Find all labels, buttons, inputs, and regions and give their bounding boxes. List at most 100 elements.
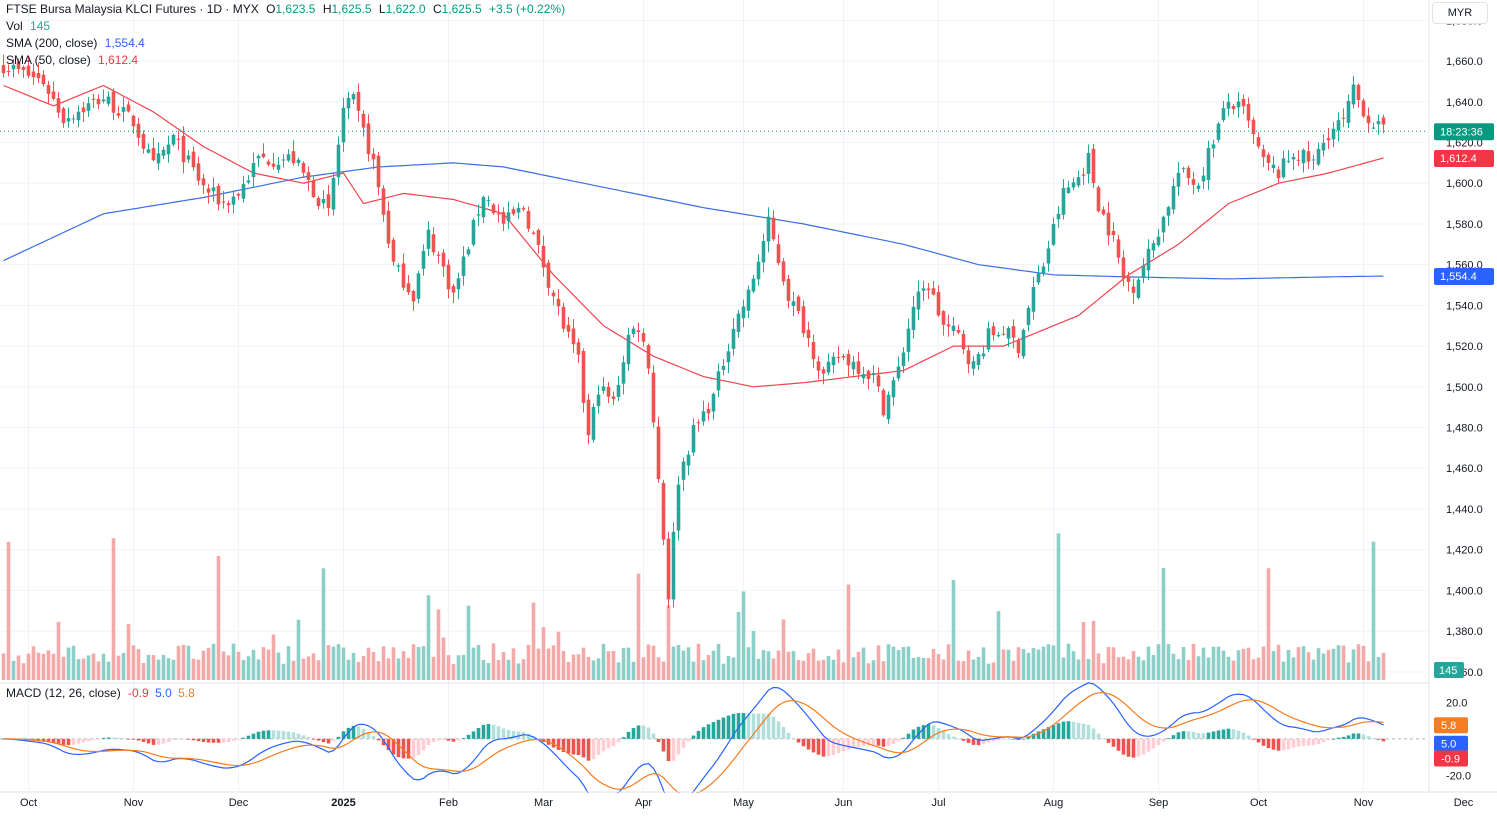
legend-macd-row[interactable]: MACD (12, 26, close) -0.9 5.0 5.8 <box>6 686 198 700</box>
macd-histogram-bar <box>1001 738 1006 740</box>
candle <box>196 156 201 186</box>
low-label: L <box>378 2 386 16</box>
macd-histogram-bar <box>156 738 161 745</box>
candle <box>1146 239 1151 281</box>
macd-histogram-bar <box>1381 738 1386 742</box>
candle-body <box>751 278 756 292</box>
candle <box>66 107 71 128</box>
macd-histogram-bar <box>1101 738 1106 740</box>
candle-body <box>1376 121 1381 125</box>
macd-histogram-bar <box>766 713 771 739</box>
candle-body <box>1206 147 1211 181</box>
candle <box>1166 205 1171 226</box>
candle <box>1211 139 1216 158</box>
price-tick-label: 1,580.0 <box>1446 219 1483 231</box>
symbol-title[interactable]: FTSE Bursa Malaysia KLCI Futures · 1D · … <box>6 2 259 16</box>
volume-bar <box>366 647 371 680</box>
candle <box>1351 75 1356 109</box>
candle-body <box>1256 137 1261 147</box>
candle-body <box>601 386 606 391</box>
candle <box>521 205 526 212</box>
candle-body <box>1341 117 1346 119</box>
volume-bar <box>546 648 551 680</box>
candle-body <box>586 399 591 436</box>
time-axis-bg <box>0 793 1497 822</box>
candle-body <box>391 239 396 262</box>
macd-histogram-bar <box>581 738 586 758</box>
volume-label: Vol <box>6 19 23 33</box>
macd-histogram-bar <box>236 738 241 740</box>
macd-histogram-bar <box>481 724 486 739</box>
candle <box>181 126 186 174</box>
volume-bar <box>536 648 541 680</box>
candle <box>1041 262 1046 277</box>
volume-bar <box>926 658 931 680</box>
macd-histogram-bar <box>821 738 826 757</box>
macd-signal-value: 5.8 <box>178 686 195 700</box>
macd-histogram-bar <box>186 738 191 740</box>
volume-bar <box>456 655 461 680</box>
candle-body <box>621 362 626 384</box>
macd-histogram-bar <box>931 725 936 739</box>
volume-bar <box>691 661 696 680</box>
sma50-value: 1,612.4 <box>98 53 139 67</box>
sma200-value: 1,554.4 <box>104 36 145 50</box>
change-value: +3.5 (+0.22%) <box>489 2 566 16</box>
macd-histogram-bar <box>836 738 841 753</box>
macd-histogram-bar <box>866 738 871 746</box>
candle <box>801 300 806 338</box>
candle <box>531 231 536 235</box>
candle-body <box>761 241 766 263</box>
macd-histogram-bar <box>506 729 511 739</box>
currency-button[interactable]: MYR <box>1432 2 1488 24</box>
volume-bar <box>1 653 6 680</box>
candle-body <box>1191 179 1196 185</box>
candle <box>111 88 116 121</box>
candle <box>901 347 906 374</box>
macd-histogram-bar <box>1191 731 1196 739</box>
macd-histogram-bar <box>1171 735 1176 739</box>
volume-bar <box>841 662 846 680</box>
candle-body <box>46 84 51 94</box>
macd-histogram-bar <box>651 733 656 739</box>
macd-histogram-bar <box>691 735 696 739</box>
legend-sma200-row[interactable]: SMA (200, close) 1,554.4 <box>6 36 148 50</box>
legend-sma50-row[interactable]: SMA (50, close) 1,612.4 <box>6 53 141 67</box>
volume-bar <box>326 645 331 680</box>
candle-body <box>806 329 811 339</box>
candle <box>1086 144 1091 184</box>
macd-histogram-bar <box>366 732 371 739</box>
volume-bar <box>771 658 776 680</box>
candle-body <box>631 328 636 335</box>
volume-bar <box>491 643 496 680</box>
candle-body <box>216 185 221 205</box>
candle-body <box>511 209 516 215</box>
macd-histogram-bar <box>1261 738 1266 746</box>
candle <box>466 246 471 257</box>
time-axis-label: Apr <box>635 797 652 809</box>
macd-histogram-bar <box>256 731 261 739</box>
volume-bar <box>586 656 591 680</box>
macd-histogram-bar <box>561 738 566 752</box>
macd-histogram-bar <box>606 738 611 749</box>
candle-body <box>1151 243 1156 251</box>
legend-volume-row[interactable]: Vol 145 <box>6 19 53 33</box>
volume-bar <box>96 661 101 680</box>
volume-badge-text: 145 <box>1439 665 1457 677</box>
candle-body <box>1321 142 1326 151</box>
candle <box>586 393 591 445</box>
candle <box>386 201 391 249</box>
volume-bar <box>571 654 576 680</box>
volume-bar <box>1001 649 1006 680</box>
time-axis-label: Aug <box>1044 797 1064 809</box>
macd-histogram-bar <box>66 738 71 746</box>
candle <box>1281 150 1286 179</box>
volume-bar <box>1241 648 1246 680</box>
sma50-badge-text: 1,612.4 <box>1440 153 1477 165</box>
volume-bar <box>671 646 676 680</box>
candle-body <box>381 188 386 215</box>
candle-body <box>351 94 356 100</box>
